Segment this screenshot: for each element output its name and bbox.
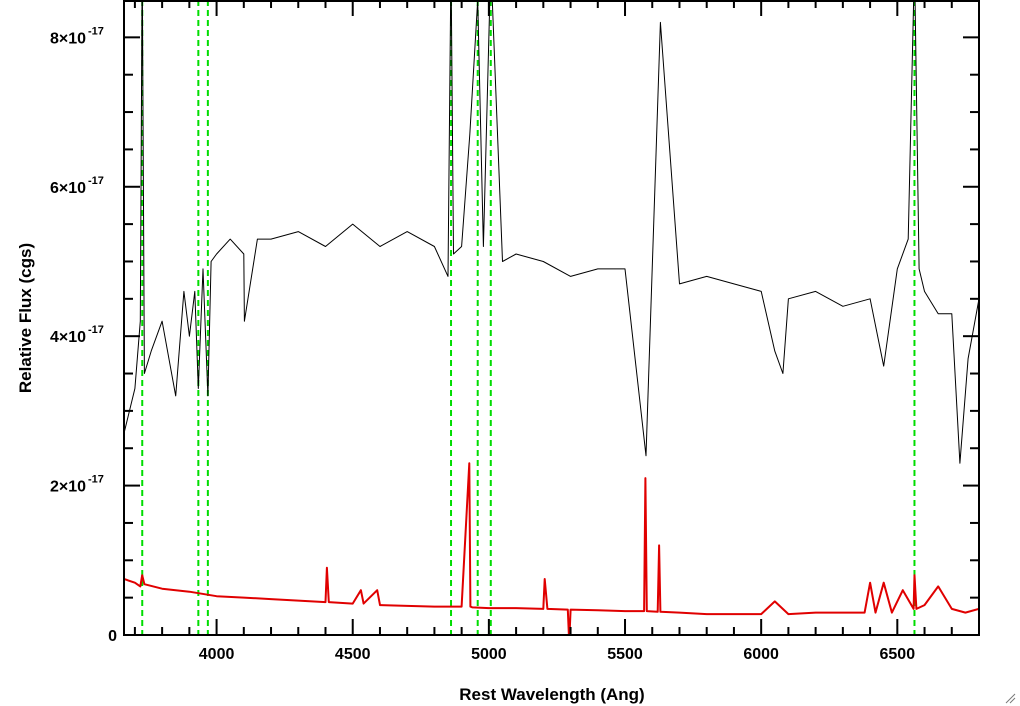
reference-lines (141, 0, 916, 635)
x-tick-label: 5500 (607, 646, 643, 663)
y-axis-title: Relative Flux (cgs) (16, 243, 35, 393)
y-tick-label: 2×10 (50, 479, 86, 496)
axes (123, 0, 980, 636)
series-line-black (124, 0, 979, 464)
resize-grip-icon[interactable] (1004, 692, 1016, 704)
x-tick-label: 6000 (743, 646, 779, 663)
plot-frame (123, 0, 980, 636)
y-tick-exponent: -17 (88, 474, 104, 486)
series-line-red (124, 462, 979, 635)
y-tick-label: 0 (108, 628, 117, 645)
y-tick-label: 6×10 (50, 180, 86, 197)
y-tick-label: 8×10 (50, 30, 86, 47)
ticks (124, 0, 980, 636)
y-tick-exponent: -17 (88, 175, 104, 187)
y-tick-label: 4×10 (50, 329, 86, 346)
x-tick-label: 5000 (471, 646, 507, 663)
x-tick-label: 6500 (880, 646, 916, 663)
x-axis-title: Rest Wavelength (Ang) (459, 685, 644, 704)
y-tick-exponent: -17 (88, 25, 104, 37)
y-tick-exponent: -17 (88, 324, 104, 336)
x-tick-label: 4500 (335, 646, 371, 663)
x-tick-label: 4000 (199, 646, 235, 663)
series-layer (124, 0, 979, 635)
